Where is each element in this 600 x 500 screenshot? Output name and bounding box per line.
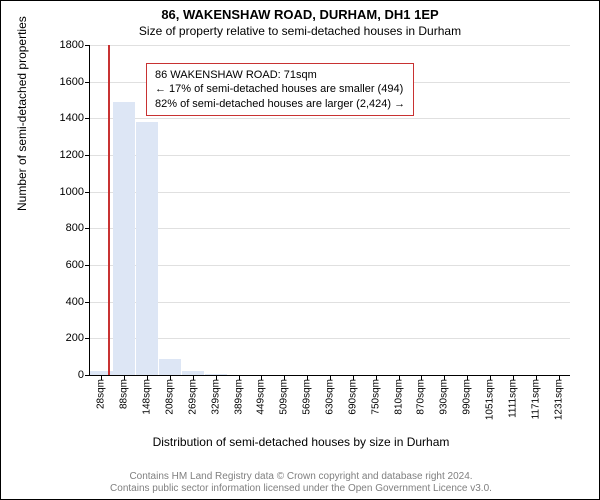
ytick-mark	[85, 82, 90, 83]
grid-line	[90, 338, 570, 339]
grid-line	[90, 192, 570, 193]
ytick-label: 1200	[44, 149, 84, 161]
xtick-label: 1051sqm	[485, 379, 496, 420]
grid-line	[90, 118, 570, 119]
xtick-label: 870sqm	[416, 379, 427, 415]
info-line3: 82% of semi-detached houses are larger (…	[155, 97, 405, 111]
xtick-label: 329sqm	[210, 379, 221, 415]
ytick-mark	[85, 265, 90, 266]
xtick-label: 1231sqm	[553, 379, 564, 420]
ytick-label: 800	[44, 222, 84, 234]
xtick-label: 208sqm	[165, 379, 176, 415]
xtick-label: 690sqm	[347, 379, 358, 415]
ytick-label: 400	[44, 296, 84, 308]
xtick-label: 148sqm	[142, 379, 153, 415]
marker-line	[108, 45, 110, 375]
grid-line	[90, 45, 570, 46]
xtick-label: 569sqm	[302, 379, 313, 415]
ytick-label: 600	[44, 259, 84, 271]
ytick-label: 200	[44, 332, 84, 344]
bar	[113, 102, 135, 375]
grid-line	[90, 228, 570, 229]
ytick-mark	[85, 118, 90, 119]
x-axis-label: Distribution of semi-detached houses by …	[1, 435, 600, 449]
chart-container: 86, WAKENSHAW ROAD, DURHAM, DH1 1EP Size…	[0, 0, 600, 500]
ytick-mark	[85, 375, 90, 376]
chart-wrap: 02004006008001000120014001600180028sqm88…	[51, 45, 571, 405]
info-box: 86 WAKENSHAW ROAD: 71sqm ← 17% of semi-d…	[146, 63, 414, 116]
xtick-label: 28sqm	[96, 379, 107, 409]
footer-line2: Contains public sector information licen…	[1, 483, 600, 495]
grid-line	[90, 265, 570, 266]
xtick-label: 630sqm	[325, 379, 336, 415]
ytick-label: 1800	[44, 39, 84, 51]
xtick-label: 449sqm	[256, 379, 267, 415]
xtick-label: 1111sqm	[507, 379, 518, 418]
xtick-label: 389sqm	[233, 379, 244, 415]
bar	[159, 359, 181, 376]
xtick-label: 1171sqm	[530, 379, 541, 419]
xtick-label: 810sqm	[393, 379, 404, 415]
ytick-label: 1600	[44, 76, 84, 88]
xtick-label: 750sqm	[370, 379, 381, 415]
ytick-label: 1400	[44, 112, 84, 124]
xtick-label: 509sqm	[279, 379, 290, 415]
chart-title-sub: Size of property relative to semi-detach…	[1, 24, 599, 38]
ytick-label: 1000	[44, 186, 84, 198]
info-line1: 86 WAKENSHAW ROAD: 71sqm	[155, 68, 405, 82]
xtick-label: 88sqm	[119, 379, 130, 409]
ytick-mark	[85, 228, 90, 229]
ytick-mark	[85, 155, 90, 156]
xtick-label: 990sqm	[462, 379, 473, 415]
ytick-mark	[85, 45, 90, 46]
ytick-mark	[85, 338, 90, 339]
info-line2: ← 17% of semi-detached houses are smalle…	[155, 82, 405, 96]
footer-line1: Contains HM Land Registry data © Crown c…	[1, 471, 600, 483]
grid-line	[90, 155, 570, 156]
xtick-label: 269sqm	[187, 379, 198, 415]
bar	[136, 122, 158, 375]
chart-title-main: 86, WAKENSHAW ROAD, DURHAM, DH1 1EP	[1, 7, 599, 22]
plot-area: 02004006008001000120014001600180028sqm88…	[89, 45, 570, 376]
xtick-label: 930sqm	[439, 379, 450, 415]
grid-line	[90, 302, 570, 303]
ytick-mark	[85, 192, 90, 193]
ytick-label: 0	[44, 369, 84, 381]
y-axis-label: Number of semi-detached properties	[15, 16, 29, 211]
footer: Contains HM Land Registry data © Crown c…	[1, 471, 600, 495]
ytick-mark	[85, 302, 90, 303]
